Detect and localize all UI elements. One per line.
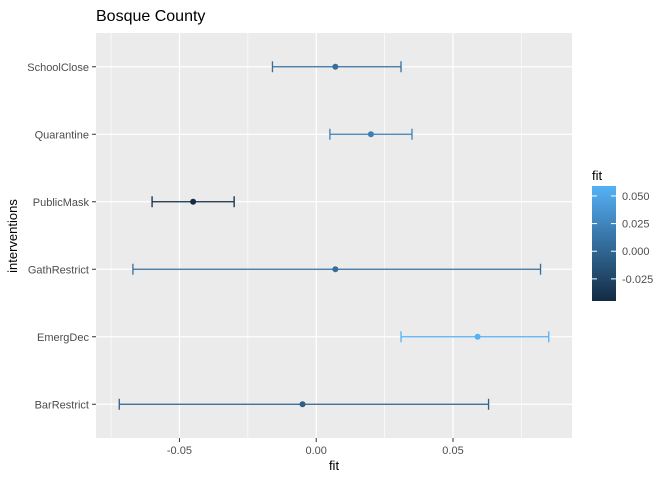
legend-tick-label: 0.025 <box>622 219 650 231</box>
legend-title: fit <box>592 168 603 183</box>
fit-point <box>299 401 306 408</box>
errorbar-BarRestrict <box>118 398 490 410</box>
errorbar-GathRestrict <box>132 263 542 275</box>
y-tick-label: GathRestrict <box>28 264 89 276</box>
error-bars <box>118 61 550 410</box>
color-legend: fit 0.050 0.025 0.000 -0.025 <box>592 168 653 301</box>
x-tick-label: 0.00 <box>306 445 327 457</box>
y-tick-label: EmergDec <box>37 332 89 344</box>
x-tick-label: 0.05 <box>442 445 463 457</box>
y-tick-label: Quarantine <box>35 129 89 141</box>
legend-colorbar <box>592 186 616 301</box>
fit-point <box>332 63 339 70</box>
errorbar-Quarantine <box>329 128 413 140</box>
y-tick-label: PublicMask <box>33 197 90 209</box>
y-axis-title: interventions <box>5 199 20 273</box>
legend-ticks: 0.050 0.025 0.000 -0.025 <box>592 191 653 286</box>
fit-point <box>474 333 481 340</box>
fit-point <box>190 198 197 205</box>
errorbar-SchoolClose <box>271 61 402 73</box>
y-axis: BarRestrict EmergDec GathRestrict PublicMas… <box>27 62 96 411</box>
legend-tick-label: 0.000 <box>622 246 650 258</box>
x-axis: -0.05 0.00 0.05 <box>167 438 464 457</box>
fit-point <box>367 131 374 138</box>
x-axis-title: fit <box>329 458 340 473</box>
legend-tick-label: -0.025 <box>622 274 653 286</box>
chart-title: Bosque County <box>96 8 205 25</box>
grid-minor <box>110 33 522 438</box>
y-tick-label: SchoolClose <box>27 62 89 74</box>
plot-panel <box>96 33 572 438</box>
errorbar-EmergDec <box>400 331 550 343</box>
fit-point <box>332 266 339 273</box>
y-tick-label: BarRestrict <box>35 399 89 411</box>
legend-tick-label: 0.050 <box>622 191 650 203</box>
x-tick-label: -0.05 <box>167 445 192 457</box>
errorbar-PublicMask <box>151 196 235 208</box>
